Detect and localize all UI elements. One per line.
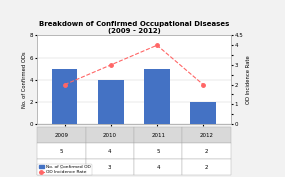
Bar [190,102,216,124]
Y-axis label: OD Incidence Rate: OD Incidence Rate [246,55,251,104]
Bar [98,80,124,124]
Legend: No. of Confirmed OD, OD Incidence Rate: No. of Confirmed OD, OD Incidence Rate [37,164,92,175]
Y-axis label: No. of Confirmed ODs: No. of Confirmed ODs [22,51,27,108]
Title: Breakdown of Confirmed Occupational Diseases
(2009 - 2012): Breakdown of Confirmed Occupational Dise… [39,21,229,34]
Bar [52,69,78,124]
Bar [144,69,170,124]
